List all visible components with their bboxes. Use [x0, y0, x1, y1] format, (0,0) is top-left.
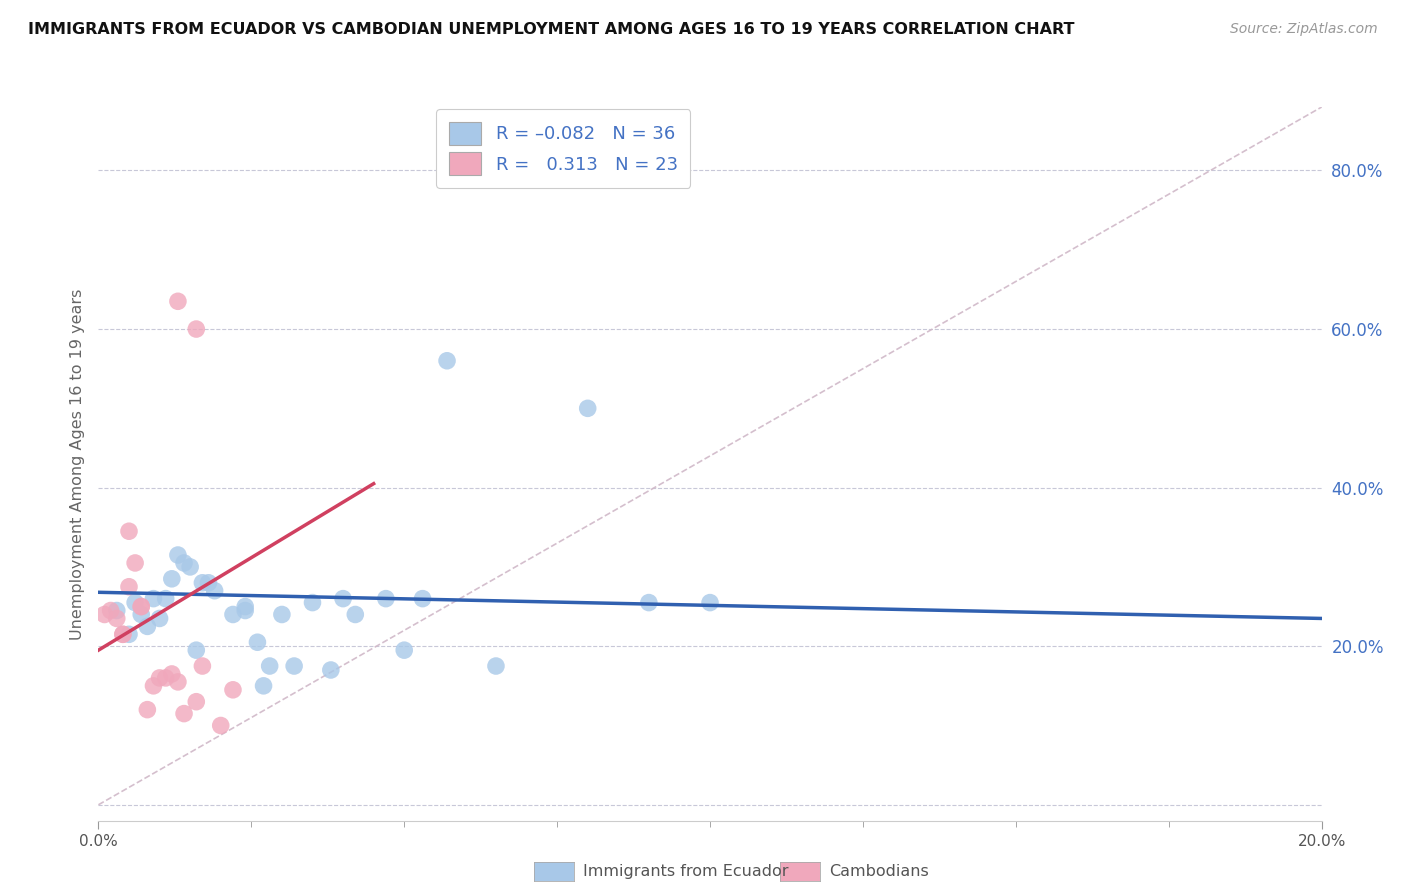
Point	[392, 643, 416, 657]
Point	[259, 659, 281, 673]
Point	[283, 659, 305, 673]
Point	[319, 663, 342, 677]
Point	[209, 718, 232, 732]
Point	[118, 627, 141, 641]
Point	[179, 560, 201, 574]
Point	[699, 596, 721, 610]
Point	[167, 548, 190, 562]
Point	[233, 603, 256, 617]
Point	[186, 695, 208, 709]
Legend: R = –0.082   N = 36, R =   0.313   N = 23: R = –0.082 N = 36, R = 0.313 N = 23	[436, 109, 690, 188]
Point	[191, 659, 214, 673]
Point	[173, 556, 195, 570]
Point	[344, 607, 367, 622]
Y-axis label: Unemployment Among Ages 16 to 19 years: Unemployment Among Ages 16 to 19 years	[69, 288, 84, 640]
Text: Cambodians: Cambodians	[830, 864, 929, 879]
Point	[124, 556, 146, 570]
Point	[252, 679, 274, 693]
Point	[118, 580, 141, 594]
Point	[118, 524, 141, 539]
Point	[246, 635, 269, 649]
Point	[105, 603, 128, 617]
Point	[301, 596, 323, 610]
Point	[576, 401, 599, 416]
Point	[485, 659, 508, 673]
Point	[111, 627, 134, 641]
Point	[233, 599, 256, 614]
Point	[637, 596, 661, 610]
Point	[436, 353, 458, 368]
Point	[222, 607, 245, 622]
Point	[270, 607, 292, 622]
Point	[149, 611, 172, 625]
Point	[93, 607, 115, 622]
Point	[332, 591, 354, 606]
Point	[412, 591, 434, 606]
Point	[100, 603, 122, 617]
Point	[129, 599, 152, 614]
Text: Source: ZipAtlas.com: Source: ZipAtlas.com	[1230, 22, 1378, 37]
Point	[160, 667, 183, 681]
Text: IMMIGRANTS FROM ECUADOR VS CAMBODIAN UNEMPLOYMENT AMONG AGES 16 TO 19 YEARS CORR: IMMIGRANTS FROM ECUADOR VS CAMBODIAN UNE…	[28, 22, 1074, 37]
Point	[105, 611, 128, 625]
Point	[186, 322, 208, 336]
Point	[136, 619, 159, 633]
Point	[191, 575, 214, 590]
Point	[129, 599, 152, 614]
Point	[129, 607, 152, 622]
Point	[124, 596, 146, 610]
Point	[142, 591, 165, 606]
Point	[149, 671, 172, 685]
Point	[136, 703, 159, 717]
Point	[155, 591, 177, 606]
Text: Immigrants from Ecuador: Immigrants from Ecuador	[583, 864, 789, 879]
Point	[186, 643, 208, 657]
Point	[167, 294, 190, 309]
Point	[167, 674, 190, 689]
Point	[155, 671, 177, 685]
Point	[160, 572, 183, 586]
Point	[204, 583, 226, 598]
Point	[374, 591, 396, 606]
Point	[111, 627, 134, 641]
Point	[173, 706, 195, 721]
Point	[222, 682, 245, 697]
Point	[197, 575, 219, 590]
Point	[142, 679, 165, 693]
